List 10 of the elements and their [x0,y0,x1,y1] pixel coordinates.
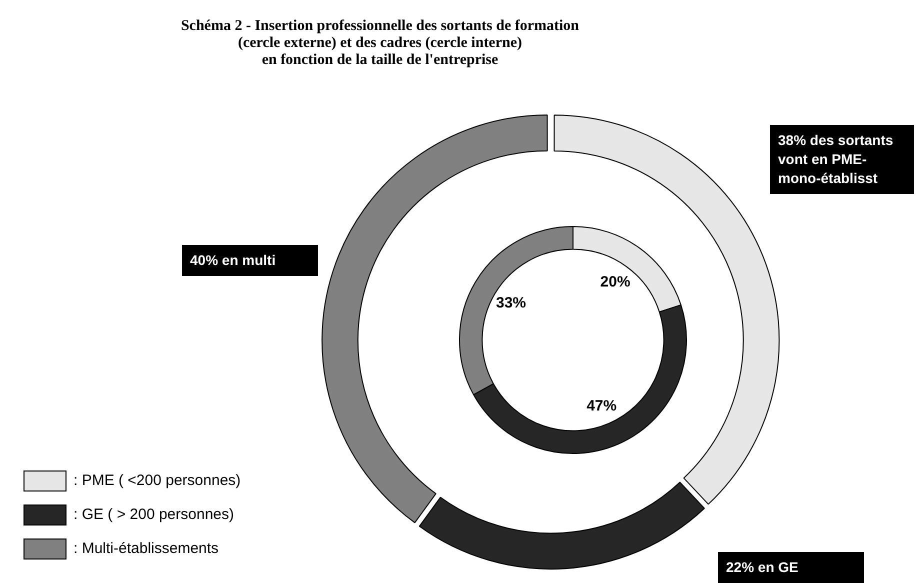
data-label: 33% [496,294,526,312]
data-label: 22% en GE [718,552,864,583]
data-label: 20% [600,273,630,290]
data-label: 40% en multi [182,245,318,276]
legend-label: : PME ( <200 personnes) [74,472,241,490]
data-label: 47% [586,398,617,415]
chart-title: Schéma 2 - Insertion professionnelle des sortants de formation (cercle externe) et des cadres (cercle interne) en fonction de la taille de l'entreprise [180,18,580,69]
legend-label: : GE ( > 200 personnes) [74,506,234,524]
legend-label: : Multi-établissements [74,540,219,558]
data-label: 38% des sortants vont en PME-mono-établisst [770,125,914,194]
